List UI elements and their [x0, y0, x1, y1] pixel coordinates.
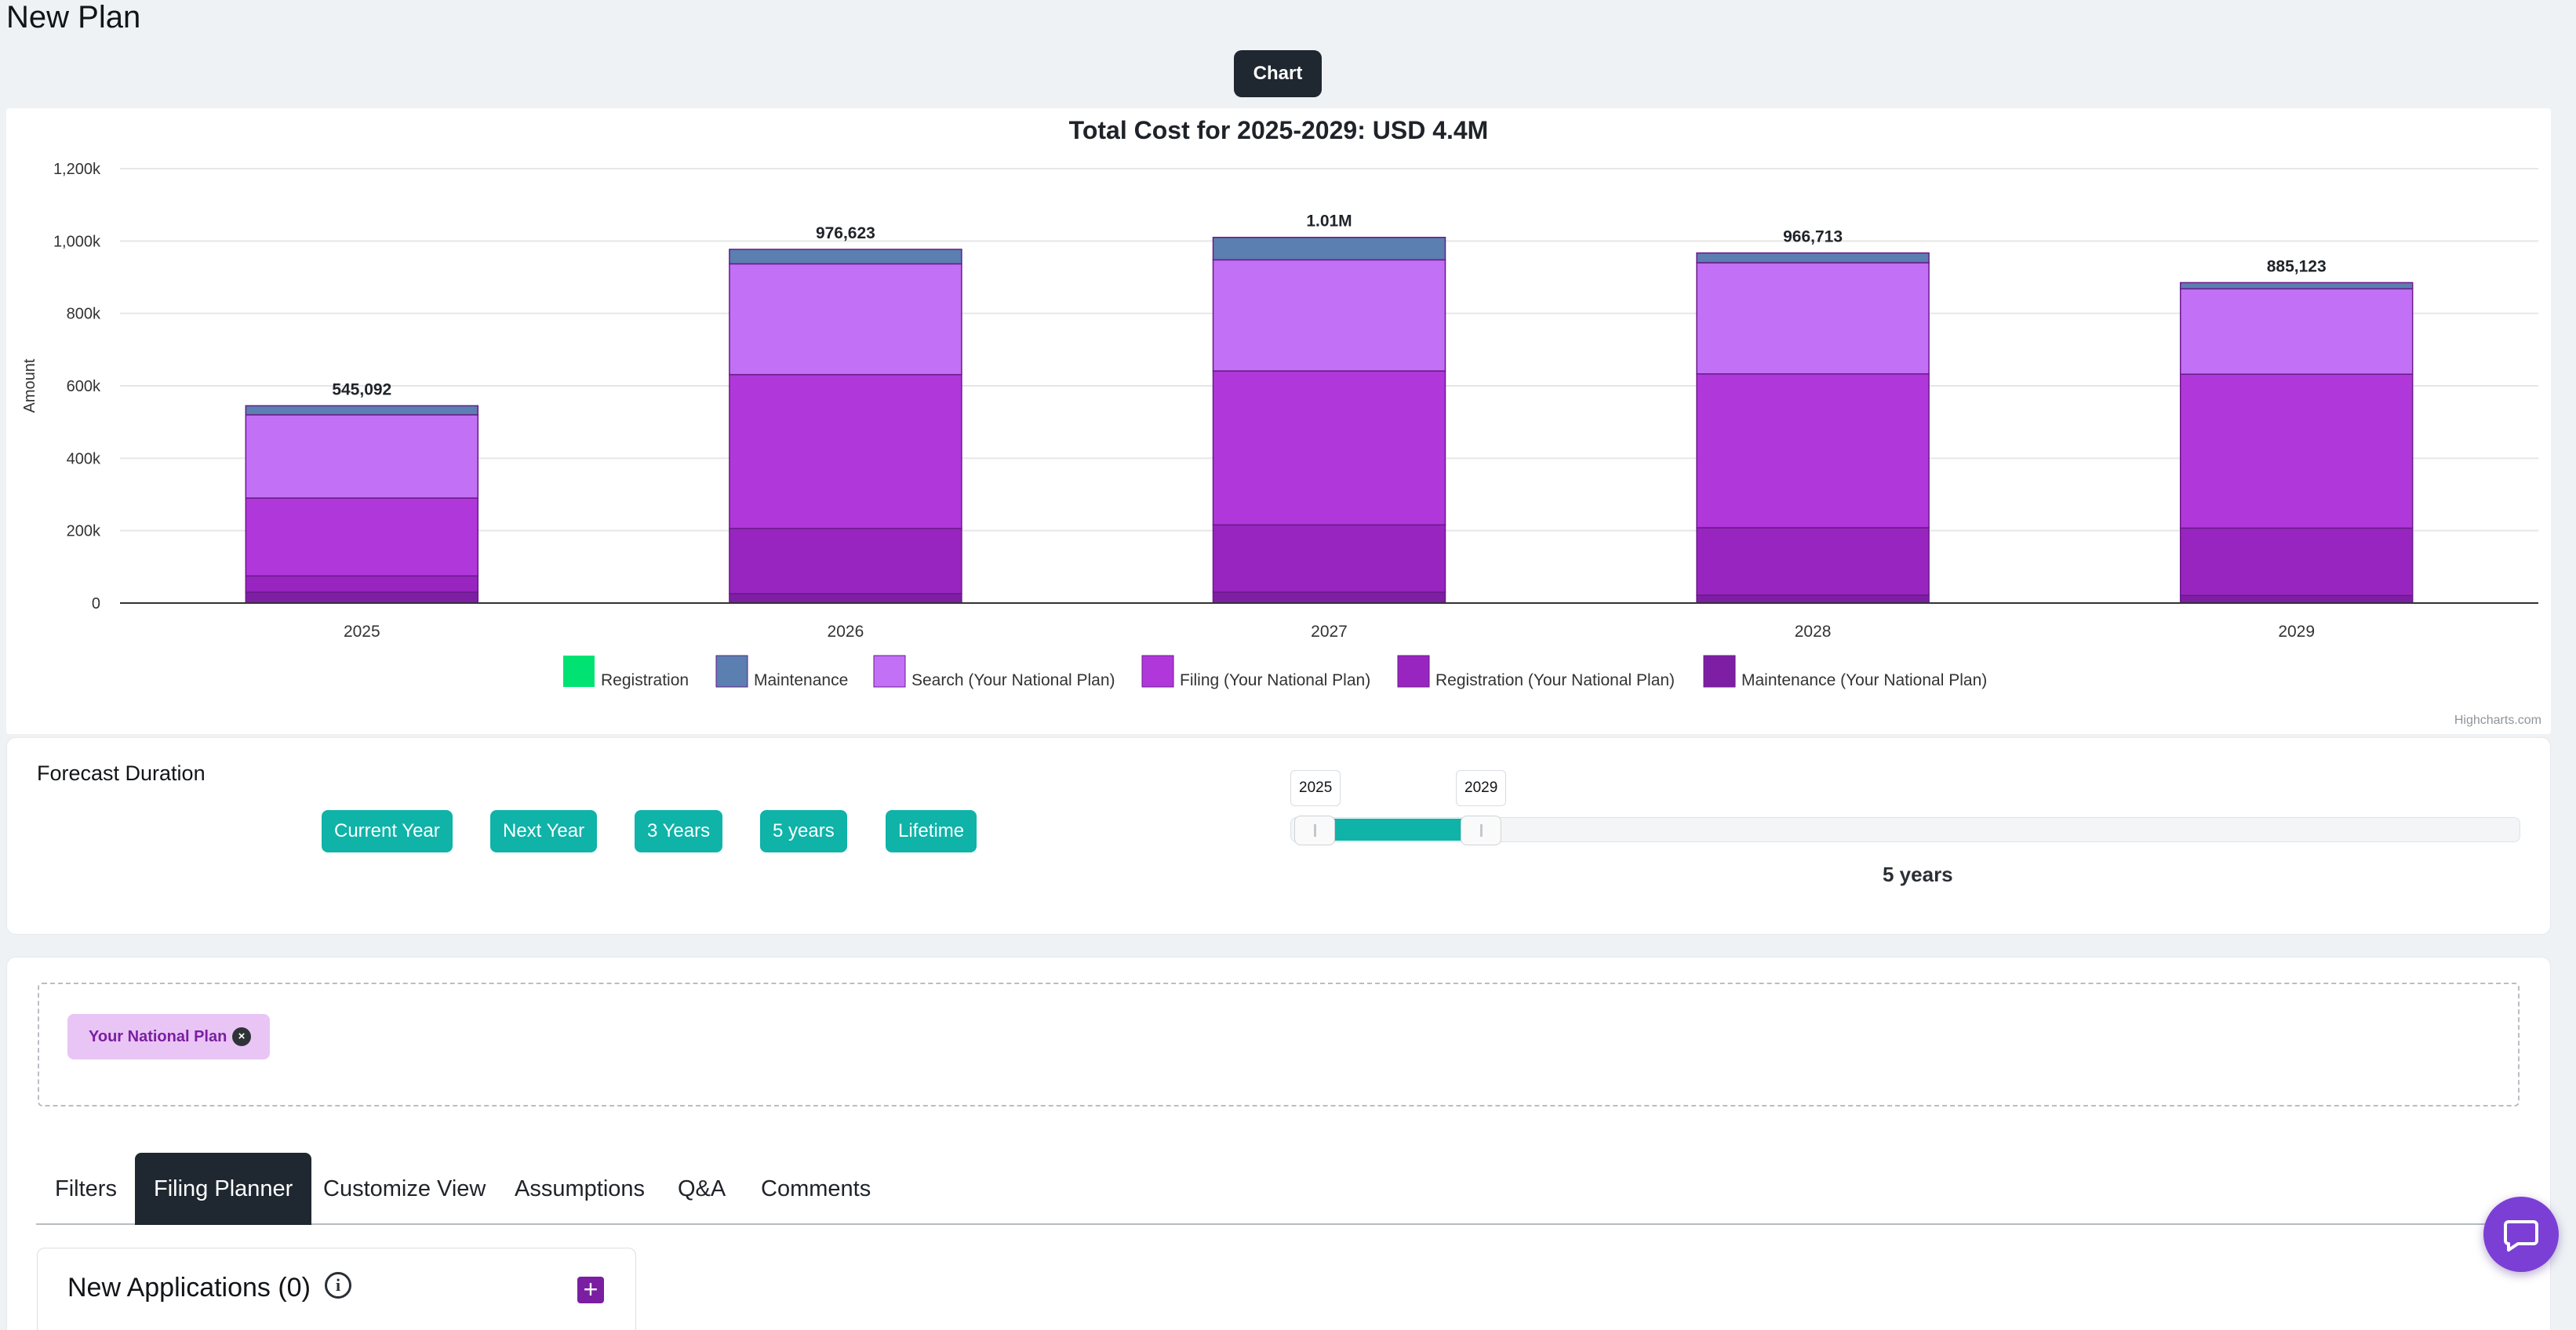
bar-segment — [245, 405, 479, 416]
cost-chart: Total Cost for 2025-2029: USD 4.4M 0 200k 4… — [21, 116, 2538, 689]
y-tick-label: 1,000k — [53, 233, 101, 250]
legend-label: Search (Your National Plan) — [911, 671, 1115, 689]
bar-segment — [1212, 236, 1446, 261]
bar-segment — [1696, 252, 1930, 263]
legend-label: Maintenance (Your National Plan) — [1741, 671, 1987, 689]
bar-segment — [2179, 288, 2414, 375]
bar-segment — [1212, 370, 1446, 526]
legend-label: Registration — [601, 671, 689, 689]
x-tick-label: 2027 — [1311, 623, 1348, 641]
bar-segment — [1696, 262, 1930, 375]
bar-segment — [2179, 282, 2414, 290]
legend-swatch — [1703, 655, 1736, 688]
tab-bar: Filters Filing Planner Customize View As… — [36, 1153, 2520, 1225]
y-tick-label: 400k — [67, 450, 101, 467]
forecast-title: Forecast Duration — [37, 761, 206, 785]
duration-3-years-button[interactable]: 3 Years — [635, 810, 723, 852]
tab-filters[interactable]: Filters — [55, 1176, 117, 1201]
bar-segment — [729, 593, 962, 604]
bar-segment — [1696, 373, 1930, 529]
bar-segment — [2179, 373, 2414, 529]
info-icon[interactable]: i — [325, 1272, 351, 1299]
legend-label: Maintenance — [754, 671, 848, 689]
x-tick-label: 2028 — [1795, 623, 1832, 641]
plan-chip[interactable]: Your National Plan × — [67, 1014, 270, 1059]
tab-qa[interactable]: Q&A — [678, 1176, 726, 1201]
chart-title: Total Cost for 2025-2029: USD 4.4M — [1069, 116, 1489, 144]
legend-label: Filing (Your National Plan) — [1180, 671, 1370, 689]
new-applications-card: New Applications (0) i + — [37, 1248, 636, 1330]
tab-comments[interactable]: Comments — [761, 1176, 871, 1201]
y-axis-label: Amount — [21, 358, 38, 412]
legend-swatch — [1397, 655, 1430, 688]
bar-total-label: 966,713 — [1783, 228, 1843, 246]
tab-customize-view[interactable]: Customize View — [323, 1176, 486, 1201]
y-tick-label: 0 — [92, 595, 100, 612]
legend-label: Registration (Your National Plan) — [1435, 671, 1675, 689]
duration-lifetime-button[interactable]: Lifetime — [886, 810, 977, 852]
bar-segment — [245, 575, 479, 593]
duration-caption: 5 years — [1883, 863, 1953, 886]
bar-total-label: 885,123 — [2267, 257, 2327, 275]
chat-icon — [2504, 1220, 2538, 1252]
legend-swatch — [563, 656, 595, 687]
duration-5-years-button[interactable]: 5 years — [760, 810, 847, 852]
new-applications-title: New Applications (0) — [67, 1273, 311, 1303]
bar-segment — [2179, 594, 2414, 604]
y-tick-label: 1,200k — [53, 161, 101, 178]
legend-swatch — [715, 655, 748, 688]
slider-start-handle[interactable] — [1294, 816, 1335, 845]
bar-total-label: 545,092 — [332, 380, 391, 398]
chart-panel: Total Cost for 2025-2029: USD 4.4M 0 200k 4… — [6, 108, 2551, 734]
bar-total-label: 1.01M — [1306, 213, 1352, 231]
bar-segment — [729, 373, 962, 529]
y-tick-label: 600k — [67, 378, 101, 395]
slider-end-label: 2029 — [1456, 770, 1507, 806]
slider-end-handle[interactable] — [1461, 816, 1501, 845]
bar-segment — [1212, 591, 1446, 604]
bar-segment — [1696, 594, 1930, 604]
slider-start-label: 2025 — [1290, 770, 1341, 806]
legend-swatch — [1141, 655, 1174, 688]
plan-chip-label: Your National Plan — [89, 1027, 227, 1045]
chart-view-button[interactable]: Chart — [1234, 50, 1322, 97]
bar-segment — [245, 497, 479, 577]
tab-filing-planner[interactable]: Filing Planner — [135, 1153, 312, 1225]
duration-next-year-button[interactable]: Next Year — [490, 810, 598, 852]
duration-slider-fill — [1312, 819, 1481, 841]
chat-button[interactable] — [2483, 1197, 2559, 1272]
bar-segment — [245, 414, 479, 499]
close-icon[interactable]: × — [232, 1027, 251, 1046]
legend-swatch — [873, 655, 906, 688]
bar-segment — [1212, 259, 1446, 372]
add-application-button[interactable]: + — [577, 1277, 604, 1303]
bar-segment — [1212, 524, 1446, 593]
y-tick-label: 200k — [67, 523, 101, 540]
tab-assumptions[interactable]: Assumptions — [515, 1176, 646, 1201]
bar-segment — [245, 591, 479, 604]
bar-segment — [729, 249, 962, 265]
bar-segment — [2179, 527, 2414, 597]
x-tick-label: 2029 — [2278, 623, 2315, 641]
plan-drop-zone[interactable] — [38, 983, 2520, 1107]
x-tick-label: 2026 — [828, 623, 864, 641]
x-tick-label: 2025 — [344, 623, 380, 641]
page-title: New Plan — [6, 0, 141, 35]
chart-credits[interactable]: Highcharts.com — [2454, 714, 2541, 727]
bar-segment — [1696, 527, 1930, 596]
bar-segment — [729, 528, 962, 594]
bar-total-label: 976,623 — [816, 224, 875, 242]
y-tick-label: 800k — [67, 306, 101, 323]
duration-current-year-button[interactable]: Current Year — [322, 810, 453, 852]
bar-segment — [729, 263, 962, 376]
